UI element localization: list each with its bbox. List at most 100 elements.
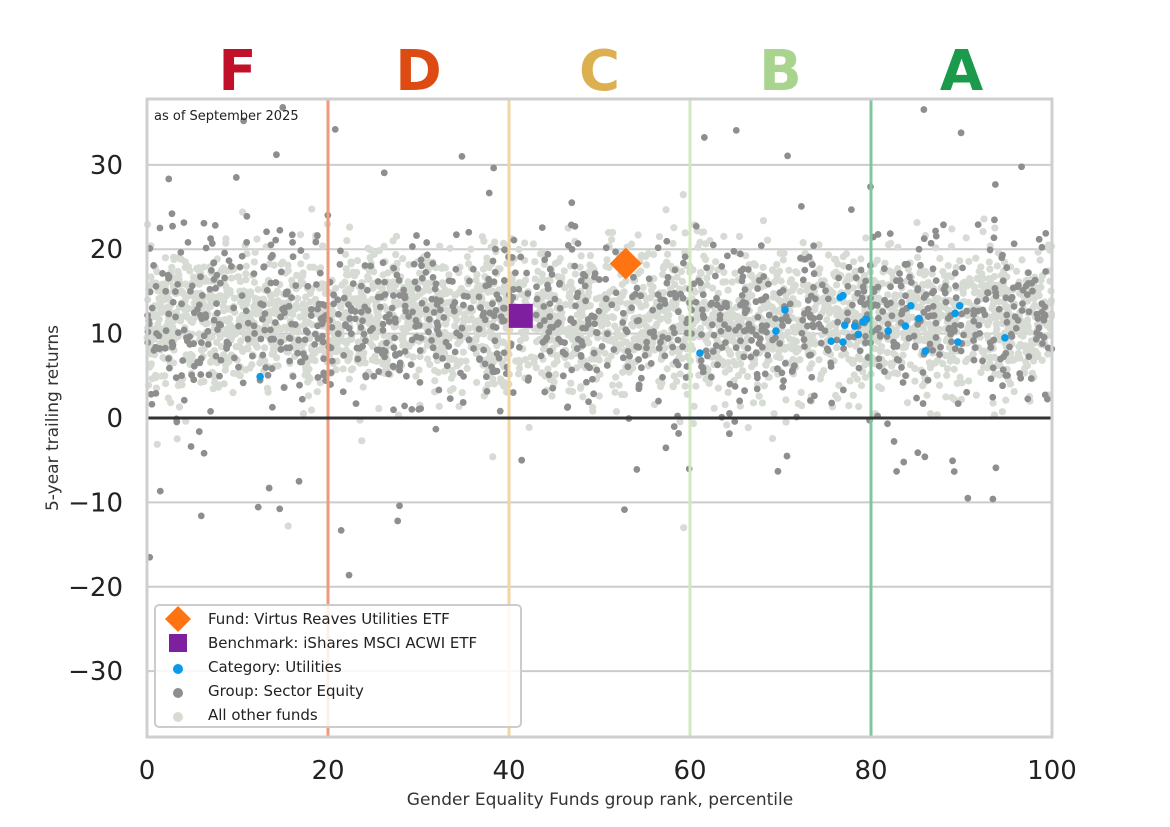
sector-equity-point bbox=[289, 238, 296, 246]
sector-equity-point bbox=[330, 300, 338, 308]
other-fund-point bbox=[431, 377, 439, 385]
utilities-category-point bbox=[901, 322, 910, 330]
other-fund-point bbox=[524, 361, 532, 369]
sector-equity-point bbox=[675, 430, 683, 437]
sector-equity-point bbox=[337, 526, 345, 534]
sector-equity-point bbox=[357, 324, 365, 331]
other-fund-point bbox=[250, 278, 259, 287]
sector-equity-point bbox=[811, 392, 818, 400]
sector-equity-point bbox=[492, 245, 499, 253]
other-fund-point bbox=[906, 361, 915, 369]
sector-equity-point bbox=[457, 369, 464, 377]
sector-equity-point bbox=[286, 357, 294, 365]
other-fund-point bbox=[442, 319, 450, 327]
sector-equity-point bbox=[489, 323, 497, 330]
sector-equity-point bbox=[289, 373, 297, 380]
sector-equity-point bbox=[823, 345, 831, 353]
sector-equity-point bbox=[411, 278, 419, 286]
sector-equity-point bbox=[446, 395, 454, 403]
other-fund-point bbox=[964, 355, 972, 363]
other-fund-point bbox=[839, 262, 848, 270]
other-fund-point bbox=[544, 365, 552, 373]
other-fund-point bbox=[997, 284, 1005, 292]
other-fund-point bbox=[679, 191, 687, 199]
other-fund-point bbox=[948, 225, 956, 233]
other-fund-point bbox=[483, 254, 491, 262]
sector-equity-point bbox=[264, 371, 272, 379]
sector-equity-point bbox=[874, 283, 882, 291]
other-fund-point bbox=[572, 329, 581, 337]
sector-equity-point bbox=[1040, 316, 1048, 324]
other-fund-point bbox=[576, 263, 584, 271]
other-fund-point bbox=[197, 346, 206, 354]
legend-dot-icon bbox=[173, 664, 183, 674]
other-fund-point bbox=[332, 348, 341, 356]
sector-equity-point bbox=[940, 286, 948, 293]
sector-equity-point bbox=[1038, 300, 1046, 308]
other-fund-point bbox=[193, 289, 201, 298]
other-fund-point bbox=[405, 261, 413, 269]
sector-equity-point bbox=[1018, 307, 1026, 314]
other-fund-point bbox=[997, 289, 1005, 297]
sector-equity-point bbox=[1010, 303, 1018, 310]
sector-equity-point bbox=[999, 366, 1007, 374]
other-fund-point bbox=[480, 237, 488, 245]
sector-equity-point bbox=[267, 254, 275, 261]
sector-equity-point bbox=[409, 308, 416, 316]
sector-equity-point bbox=[581, 282, 589, 290]
sector-equity-point bbox=[663, 237, 671, 245]
sector-equity-point bbox=[914, 286, 922, 294]
sector-equity-point bbox=[243, 238, 251, 246]
sector-equity-point bbox=[1008, 293, 1016, 301]
other-fund-point bbox=[424, 355, 432, 363]
other-fund-point bbox=[655, 233, 664, 241]
sector-equity-point bbox=[567, 316, 575, 324]
sector-equity-point bbox=[259, 315, 266, 323]
other-fund-point bbox=[186, 315, 194, 324]
sector-equity-point bbox=[172, 313, 179, 321]
other-fund-point bbox=[903, 399, 912, 407]
sector-equity-point bbox=[414, 284, 422, 292]
sector-equity-point bbox=[937, 343, 944, 351]
x-tick-label: 40 bbox=[492, 756, 525, 786]
other-fund-point bbox=[221, 366, 229, 374]
sector-equity-point bbox=[659, 333, 667, 341]
sector-equity-point bbox=[619, 309, 627, 317]
sector-equity-point bbox=[833, 336, 841, 344]
other-fund-point bbox=[926, 364, 935, 372]
other-fund-point bbox=[760, 382, 768, 390]
other-fund-point bbox=[237, 298, 245, 306]
sector-equity-point bbox=[476, 356, 483, 363]
other-fund-point bbox=[755, 392, 763, 400]
sector-equity-point bbox=[992, 292, 1000, 300]
other-fund-point bbox=[692, 382, 700, 390]
sector-equity-point bbox=[272, 319, 279, 326]
other-fund-point bbox=[711, 309, 719, 317]
sector-equity-point bbox=[987, 375, 995, 383]
other-fund-point bbox=[663, 365, 671, 373]
sector-equity-point bbox=[619, 319, 627, 326]
sector-equity-point bbox=[150, 262, 158, 269]
sector-equity-point bbox=[243, 212, 251, 220]
other-fund-point bbox=[1029, 357, 1038, 365]
sector-equity-point bbox=[979, 357, 986, 365]
sector-equity-point bbox=[593, 366, 601, 374]
utilities-category-point bbox=[854, 330, 863, 339]
sector-equity-point bbox=[1002, 294, 1010, 302]
sector-equity-point bbox=[375, 346, 383, 354]
sector-equity-point bbox=[379, 326, 387, 334]
other-fund-point bbox=[577, 383, 585, 391]
other-fund-point bbox=[412, 293, 421, 301]
sector-equity-point bbox=[239, 379, 247, 387]
sector-equity-point bbox=[490, 164, 498, 172]
other-fund-point bbox=[889, 349, 897, 357]
sector-equity-point bbox=[738, 291, 746, 299]
sector-equity-point bbox=[390, 264, 398, 272]
sector-equity-point bbox=[294, 349, 302, 357]
y-tick-label: −30 bbox=[68, 657, 123, 687]
sector-equity-point bbox=[704, 352, 711, 360]
sector-equity-point bbox=[881, 368, 888, 375]
sector-equity-point bbox=[641, 352, 649, 359]
other-fund-point bbox=[649, 291, 657, 299]
